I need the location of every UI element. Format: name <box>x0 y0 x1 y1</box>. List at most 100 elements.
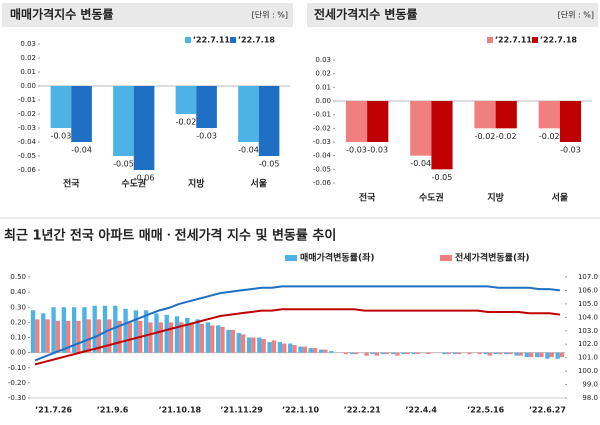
bar <box>426 352 431 355</box>
bar <box>123 308 128 353</box>
bar <box>86 319 91 353</box>
bar <box>528 352 534 358</box>
bar <box>257 337 262 353</box>
x-tick-label: ’21.9.6 <box>97 406 129 415</box>
bar <box>30 310 36 353</box>
x-tick-label: 전국 <box>63 178 80 190</box>
y-tick-label: -0.06 <box>18 166 37 174</box>
bar <box>196 86 217 128</box>
bar <box>66 320 71 353</box>
bar <box>71 307 77 353</box>
bar <box>148 322 153 353</box>
y-tick-label: 0.10 <box>10 334 26 342</box>
bar <box>133 86 155 170</box>
bar <box>555 352 560 359</box>
data-label: -0.02 <box>496 132 517 141</box>
panel-header <box>307 3 598 27</box>
bar <box>61 307 67 353</box>
bar <box>127 322 133 353</box>
data-label: -0.04 <box>238 146 259 155</box>
bar <box>483 352 488 355</box>
y2-tick-label: 101.0 <box>578 354 598 362</box>
y-tick-label: 0.03 <box>20 40 36 48</box>
bar <box>51 307 56 353</box>
x-tick-label: 전국 <box>359 192 376 204</box>
data-label: -0.03 <box>346 146 367 155</box>
bar <box>487 352 493 356</box>
bar <box>143 310 149 353</box>
bar <box>364 352 369 356</box>
bar <box>76 320 81 353</box>
bar <box>395 352 400 356</box>
data-label: -0.02 <box>475 132 496 141</box>
data-label: -0.05 <box>113 160 134 169</box>
bar <box>113 305 118 353</box>
data-label: -0.03 <box>560 146 581 155</box>
bar <box>442 352 447 355</box>
bar <box>401 352 406 355</box>
bar <box>251 337 256 353</box>
data-label: -0.02 <box>176 118 197 127</box>
y2-tick-label: 102.0 <box>578 340 598 348</box>
y-tick-label: -0.05 <box>313 165 331 173</box>
x-tick-label: 수도권 <box>121 178 146 190</box>
y-tick-label: 0.00 <box>20 82 36 90</box>
bar <box>50 86 72 128</box>
bar <box>298 346 303 353</box>
y-tick-label: 0.02 <box>315 70 331 78</box>
x-tick-label: ’22.5.16 <box>467 406 504 415</box>
bar <box>168 322 174 353</box>
x-tick-label: 서울 <box>250 178 267 190</box>
legend-label: ’22.7.11 <box>495 36 532 45</box>
x-tick-label: ’22.1.10 <box>282 406 319 415</box>
bar <box>240 334 246 353</box>
bar <box>175 86 197 114</box>
bar <box>538 101 560 129</box>
line <box>34 285 561 362</box>
bar <box>559 352 565 358</box>
legend-label: ’22.7.11 <box>193 36 230 45</box>
bar <box>220 326 225 353</box>
line <box>34 308 561 366</box>
chart-title: 매매가격지수 변동률 <box>10 7 114 22</box>
panel-header <box>2 3 293 27</box>
bar <box>354 352 359 355</box>
bar <box>35 319 40 353</box>
bar <box>210 325 215 353</box>
data-label: -0.04 <box>71 146 92 155</box>
bar <box>559 101 582 142</box>
legend-swatch <box>532 37 538 43</box>
legend-label: 매매가격변동률(좌) <box>300 252 374 264</box>
bar <box>345 101 368 142</box>
bar <box>367 101 389 142</box>
y2-tick-label: 98.0 <box>582 394 598 402</box>
x-tick-label: ’22.6.27 <box>529 406 566 415</box>
bar <box>71 86 92 142</box>
bar <box>493 352 499 355</box>
y-tick-label: 0.00 <box>315 97 331 105</box>
bar <box>205 322 211 353</box>
bar <box>518 352 524 356</box>
y-tick-label: 0.40 <box>10 288 26 296</box>
legend-swatch <box>285 255 297 261</box>
bar <box>514 352 519 356</box>
bar <box>292 345 297 353</box>
y-tick-label: -0.01 <box>18 96 36 104</box>
y-tick-label: -0.04 <box>313 152 332 160</box>
bar <box>277 342 283 353</box>
y-tick-label: 0.03 <box>315 56 331 64</box>
x-tick-label: ’22.2.21 <box>344 406 381 415</box>
legend-label: ’22.7.18 <box>540 36 577 45</box>
y2-tick-label: 105.0 <box>578 300 598 308</box>
bar <box>524 352 529 358</box>
y-tick-label: -0.05 <box>18 152 36 160</box>
bar <box>343 352 349 355</box>
y2-tick-label: 104.0 <box>578 313 598 321</box>
y-tick-label: 0.02 <box>20 54 36 62</box>
bar <box>113 86 134 156</box>
y-tick-label: -0.01 <box>313 111 331 119</box>
y2-tick-label: 107.0 <box>578 273 598 281</box>
x-tick-label: 서울 <box>552 192 569 204</box>
bar <box>238 86 259 142</box>
